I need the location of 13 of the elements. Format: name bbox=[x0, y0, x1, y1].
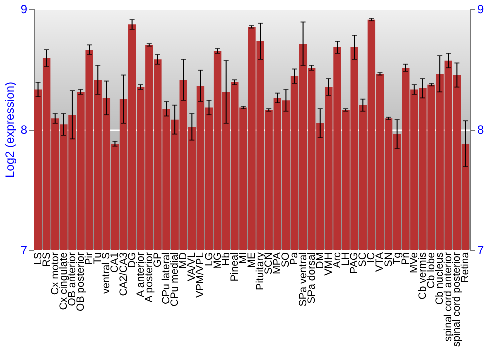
y2-tick-label: 9 bbox=[478, 2, 484, 16]
y2-tick-label: 8 bbox=[478, 123, 484, 137]
x-tick-label: DG bbox=[126, 252, 138, 268]
y2-tick-label: 7 bbox=[478, 244, 484, 258]
x-tick-label: RS bbox=[40, 252, 53, 268]
x-tick-label: OB posterior bbox=[75, 252, 88, 312]
x-tick-label: Tg bbox=[391, 252, 404, 265]
y-tick-label: 7 bbox=[20, 244, 28, 258]
x-tick-label: A posterior bbox=[143, 252, 156, 303]
y-tick-label: 8 bbox=[20, 123, 28, 137]
y-tick-label: 9 bbox=[20, 2, 28, 16]
y-axis-title: Log2 (expression) bbox=[2, 82, 17, 178]
x-tick-label: Retina bbox=[460, 252, 472, 283]
